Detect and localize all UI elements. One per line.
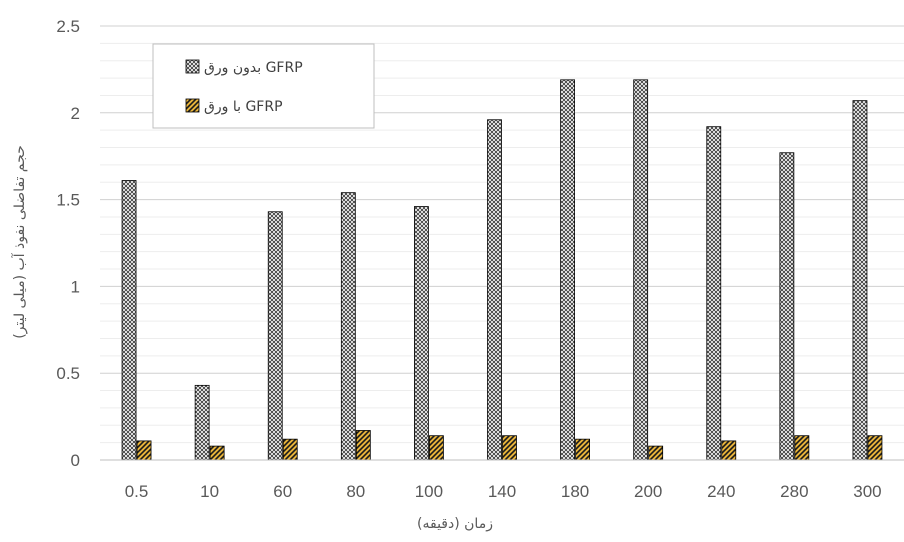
bar-without-gfrp-180 [560, 79, 575, 461]
x-tick-label: 100 [415, 482, 443, 501]
bar-with-gfrp-180 [575, 438, 590, 461]
bar-with-gfrp-60 [282, 438, 298, 461]
bar-without-gfrp-200 [633, 79, 649, 461]
bar-with-gfrp-300 [867, 435, 883, 461]
legend-box [152, 43, 375, 129]
x-axis-title: زمان (دقیقه) [417, 516, 493, 532]
y-tick-label: 0 [71, 451, 80, 470]
y-tick-label: 0.5 [56, 364, 80, 383]
bar-without-gfrp-60 [267, 211, 283, 461]
x-tick-label: 80 [346, 482, 365, 501]
legend: بدون ورق GFRP با ورق GFRP [152, 43, 375, 129]
legend-swatch-series-1 [185, 59, 200, 74]
bar-with-gfrp-140 [502, 435, 517, 461]
bar-with-gfrp-10 [209, 445, 225, 461]
x-tick-label: 60 [273, 482, 292, 501]
bar-with-gfrp-80 [355, 430, 371, 461]
bar-without-gfrp-280 [779, 152, 795, 461]
y-tick-label: 1.5 [56, 191, 80, 210]
x-tick-label: 280 [780, 482, 808, 501]
bar-without-gfrp-80 [340, 192, 356, 461]
x-tick-label: 0.5 [125, 482, 149, 501]
bar-without-gfrp-140 [487, 119, 502, 461]
bars [121, 79, 883, 461]
bar-with-gfrp-200 [648, 445, 664, 461]
gridlines [100, 25, 904, 444]
bar-without-gfrp-300 [852, 100, 868, 461]
x-tick-label: 10 [200, 482, 219, 501]
bar-without-gfrp-0.5 [121, 180, 137, 461]
y-tick-label: 2 [71, 104, 80, 123]
x-tick-label: 300 [853, 482, 881, 501]
bar-with-gfrp-100 [429, 435, 444, 461]
bar-with-gfrp-280 [794, 435, 810, 461]
x-tick-label: 240 [707, 482, 735, 501]
bar-without-gfrp-10 [194, 384, 210, 461]
x-tick-label: 200 [634, 482, 662, 501]
x-tick-label: 140 [488, 482, 516, 501]
y-tick-label: 1 [71, 277, 80, 296]
x-tick-label: 180 [561, 482, 589, 501]
bar-with-gfrp-0.5 [136, 440, 152, 461]
bar-without-gfrp-240 [706, 126, 722, 461]
bar-without-gfrp-100 [414, 206, 429, 461]
y-tick-label: 2.5 [56, 17, 80, 36]
y-axis-title: حجم تفاضلی نفوذ آب (میلی لیتر) [11, 145, 28, 339]
legend-label-series-1: بدون ورق GFRP [204, 60, 303, 76]
y-tick-labels: 0 0.5 1 1.5 2 2.5 [56, 17, 80, 470]
x-tick-labels: 0.5 10 60 80 100 140 180 200 240 280 300 [125, 482, 882, 501]
legend-swatch-series-2 [185, 98, 200, 113]
bar-with-gfrp-240 [721, 440, 737, 461]
legend-label-series-2: با ورق GFRP [204, 99, 283, 115]
